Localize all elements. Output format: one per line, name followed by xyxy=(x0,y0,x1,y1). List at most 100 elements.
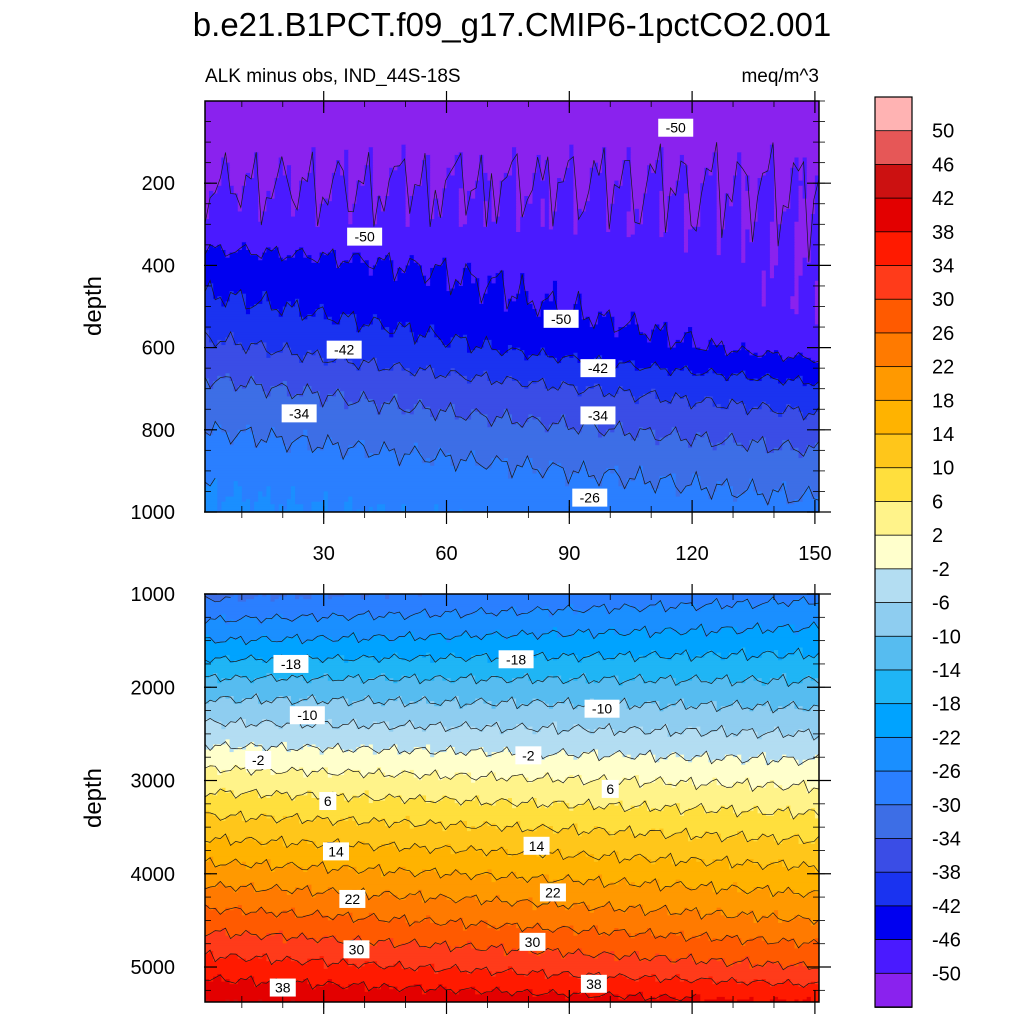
contour-cell xyxy=(667,224,685,228)
contour-cell xyxy=(397,680,419,684)
contour-cell xyxy=(659,478,677,482)
contour-cell xyxy=(434,265,448,269)
contour-cell xyxy=(205,306,247,310)
contour-cell xyxy=(683,216,701,220)
contour-cell xyxy=(315,149,345,153)
contour-cell xyxy=(712,401,730,405)
contour-cell xyxy=(745,345,819,349)
contour-cell xyxy=(466,262,472,266)
contour-cell xyxy=(626,224,636,228)
contour-cell xyxy=(282,309,300,313)
contour-cell xyxy=(262,296,267,300)
contour-cell xyxy=(245,298,263,302)
contour-cell xyxy=(602,483,620,487)
contour-cell xyxy=(409,219,460,223)
contour-cell xyxy=(573,206,587,210)
contour-cell xyxy=(430,214,435,218)
contour-cell xyxy=(503,273,521,277)
contour-cell xyxy=(319,306,325,310)
contour-cell xyxy=(311,157,317,161)
contour-cell xyxy=(270,673,325,677)
contour-cell xyxy=(724,219,742,223)
contour-cell xyxy=(720,404,730,408)
contour-cell xyxy=(794,157,800,161)
contour-cell xyxy=(655,434,669,439)
contour-cell xyxy=(311,162,317,166)
contour-cell xyxy=(372,162,403,166)
contour-cell xyxy=(507,172,513,177)
contour-cell xyxy=(794,652,804,656)
contour-cell xyxy=(319,203,349,207)
contour-cell xyxy=(675,342,693,346)
contour-cell xyxy=(409,324,431,328)
contour-cell xyxy=(753,406,759,410)
contour-cell xyxy=(806,675,812,679)
contour-cell xyxy=(794,283,800,287)
contour-cell xyxy=(258,172,280,177)
contour-cell xyxy=(786,678,804,682)
contour-cell xyxy=(577,352,726,356)
contour-cell xyxy=(688,652,705,656)
contour-cell xyxy=(679,494,710,498)
contour-cell xyxy=(761,494,771,498)
contour-cell xyxy=(728,481,751,485)
contour-cell xyxy=(205,260,313,264)
contour-cell xyxy=(548,180,558,184)
contour-cell xyxy=(442,678,448,682)
contour-cell xyxy=(430,183,448,187)
contour-cell xyxy=(675,427,819,431)
contour-cell xyxy=(794,265,804,269)
contour-cell xyxy=(250,172,255,177)
contour-cell xyxy=(720,627,738,631)
contour-cell xyxy=(286,342,444,346)
contour-cell xyxy=(573,190,591,195)
contour-cell xyxy=(458,196,468,200)
contour-cell xyxy=(401,463,431,467)
contour-cell xyxy=(250,347,267,351)
contour-cell xyxy=(327,363,353,367)
contour-cell xyxy=(209,193,239,197)
contour-cell xyxy=(802,491,812,495)
contour-cell xyxy=(589,196,607,200)
contour-cell xyxy=(659,440,689,444)
contour-cell xyxy=(360,368,378,372)
contour-cell xyxy=(655,701,660,705)
contour-cell xyxy=(364,172,374,177)
contour-cell xyxy=(311,655,337,659)
contour-cell xyxy=(421,183,431,187)
contour-cell xyxy=(479,162,484,166)
contour-cell xyxy=(446,452,452,457)
contour-cell xyxy=(745,680,763,684)
contour-cell xyxy=(696,473,819,477)
contour-cell xyxy=(413,185,431,189)
contour-cell xyxy=(565,470,579,475)
contour-cell xyxy=(655,165,665,169)
contour-cell xyxy=(213,288,448,292)
contour-cell xyxy=(381,198,386,202)
contour-cell xyxy=(737,170,742,174)
contour-cell xyxy=(773,193,791,197)
contour-cell xyxy=(217,491,235,495)
contour-cell xyxy=(348,203,353,207)
contour-cell xyxy=(778,255,796,259)
contour-cell xyxy=(487,216,493,220)
contour-cell xyxy=(794,627,808,631)
contour-cell xyxy=(794,501,819,505)
contour-cell xyxy=(348,172,366,177)
contour-cell xyxy=(516,219,521,223)
contour-cell xyxy=(307,445,325,449)
contour-cell xyxy=(536,309,542,313)
contour-cell xyxy=(295,393,300,398)
contour-cell xyxy=(356,675,362,679)
contour-cell xyxy=(655,162,665,166)
contour-cell xyxy=(405,185,415,189)
contour-cell xyxy=(479,170,484,174)
contour-cell xyxy=(356,193,374,197)
contour-cell xyxy=(205,242,243,246)
contour-cell xyxy=(667,609,697,613)
contour-cell xyxy=(532,198,542,202)
contour-cell xyxy=(466,614,493,618)
contour-label: -42 xyxy=(580,359,616,378)
contour-cell xyxy=(765,296,791,300)
contour-cell xyxy=(814,203,819,207)
